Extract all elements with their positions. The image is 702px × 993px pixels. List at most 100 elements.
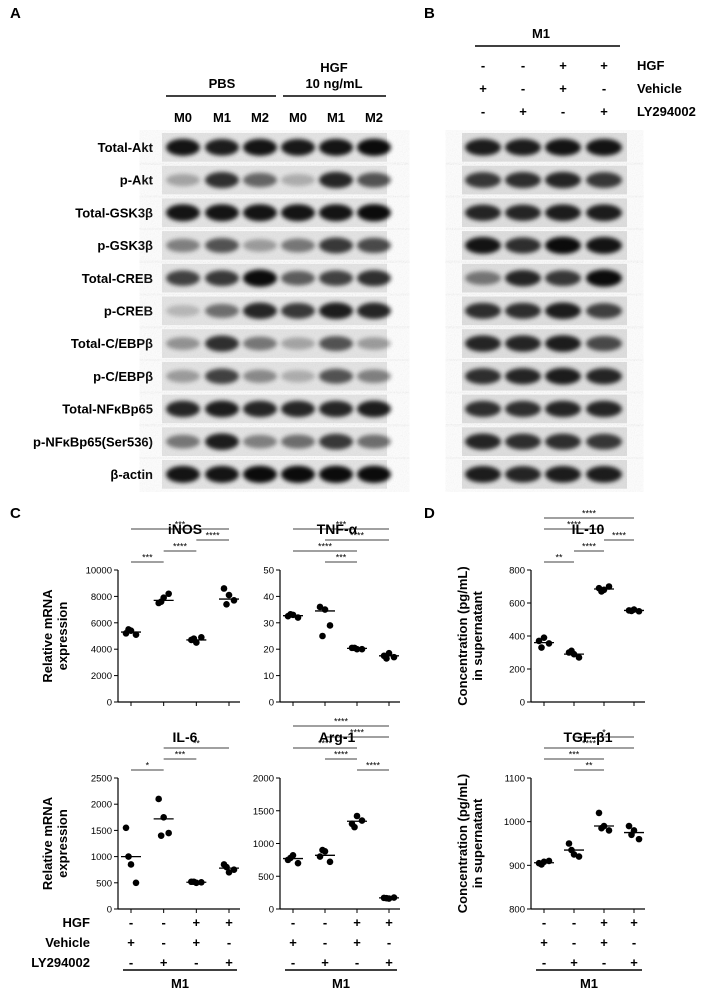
significance-label: **** [173,542,188,552]
panel-label-d: D [424,505,435,522]
data-point [545,640,553,647]
significance-label: **** [612,531,627,541]
blot-band [465,335,501,352]
blot-band [281,434,315,449]
y-axis-label-line: expression [55,602,70,671]
y-tick-label: 1500 [253,806,274,817]
blot-row-label: p-C/EBPβ [93,369,153,384]
blot-band [281,238,315,253]
blot-band [166,238,200,253]
treatment-sign: + [289,935,297,950]
group-label-m1: M1 [332,976,350,991]
treatment-sign: - [572,915,576,930]
blot-band [505,466,541,483]
condition-sign: + [600,58,608,73]
y-tick-label: 50 [263,566,274,577]
blot-row-label: Total-CREB [82,271,153,286]
lane-label: M1 [327,110,345,125]
blot-band [545,138,581,156]
blot-band [505,172,541,189]
data-point [326,622,334,629]
treatment-sign: - [161,915,165,930]
treatment-sign: + [225,955,233,970]
condition-sign: + [559,81,567,96]
y-tick-label: 4000 [91,645,112,656]
y-tick-label: 0 [520,698,525,709]
blot-band [281,400,315,418]
blot-band [243,400,277,418]
blot-band [205,465,239,483]
blot-band [545,335,581,352]
blot-band [465,236,501,254]
y-tick-label: 900 [509,861,525,872]
blot-band [465,172,501,188]
group-label-hgf: HGF [320,60,348,75]
y-tick-label: 20 [263,645,274,656]
data-point [225,591,233,599]
blot-band [281,174,315,187]
significance-label: **** [350,728,365,738]
blot-band [166,369,200,383]
blot-band [586,204,622,222]
y-tick-label: 1100 [505,774,525,785]
treatment-sign: - [542,915,546,930]
y-tick-label: 1000 [504,817,525,828]
y-tick-label: 0 [269,698,274,709]
treatment-name: HGF [63,915,91,930]
treatment-sign: + [193,915,201,930]
significance-label: * [602,728,606,738]
treatment-sign: + [193,935,201,950]
blot-band [586,400,622,418]
condition-sign: - [521,81,525,96]
panel-label-b: B [424,5,435,22]
data-point [127,861,135,868]
blot-band [586,335,622,352]
treatment-sign: + [127,935,135,950]
y-axis-label-line: Relative mRNA [40,589,55,683]
significance-label: **** [582,739,597,749]
data-point [132,631,140,638]
blot-band [545,433,581,450]
blot-band [243,239,277,252]
blot-band [586,269,622,287]
data-point [230,597,238,604]
blot-band [281,302,315,319]
blot-band [166,337,200,351]
significance-label: **** [350,531,365,541]
condition-sign: - [521,58,525,73]
data-point [122,824,130,832]
blot-band [586,236,622,254]
data-point [294,859,302,867]
y-tick-label: 2000 [91,800,112,811]
blot-band [586,433,622,450]
panel-label-c: C [10,505,21,522]
y-axis-label-line: Relative mRNA [40,796,55,890]
blot-row-label: p-NFκBp65(Ser536) [33,434,153,449]
treatment-name: Vehicle [45,935,90,950]
y-axis-label: Relative mRNAexpression [40,589,70,683]
y-tick-label: 200 [509,665,525,676]
treatment-sign: + [225,915,233,930]
y-tick-label: 6000 [91,618,112,629]
blot-band [205,335,239,352]
treatment-sign: - [572,935,576,950]
lane-label: M0 [289,110,307,125]
data-point [635,835,643,843]
y-axis-label-line: in supernatant [470,798,485,888]
blot-band [505,400,541,417]
blot-band [357,465,391,483]
treatment-sign: + [160,955,168,970]
blot-band [205,303,239,318]
y-tick-label: 500 [258,872,274,883]
treatment-sign: - [602,955,606,970]
blot-band [281,204,315,222]
blot-band [545,400,581,418]
lane-label: M2 [251,110,269,125]
treatment-sign: - [632,935,636,950]
significance-label: *** [336,520,347,530]
treatment-sign: - [542,955,546,970]
blot-band [357,172,391,188]
